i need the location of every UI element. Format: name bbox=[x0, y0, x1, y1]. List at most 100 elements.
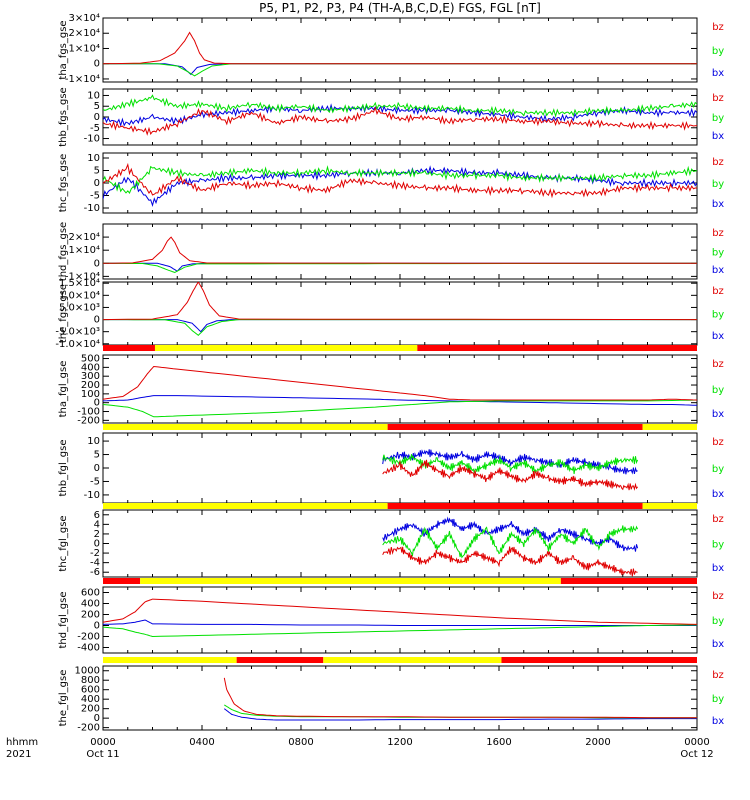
y-tick-label: 200 bbox=[81, 610, 100, 621]
series-line-bz bbox=[382, 459, 639, 491]
y-axis-label: the_fgs_gse bbox=[58, 284, 69, 343]
y-tick-label: -200 bbox=[77, 415, 100, 426]
series-line-bz bbox=[382, 546, 638, 577]
y-tick-label: -2 bbox=[90, 548, 100, 559]
y-tick-label: 300 bbox=[81, 371, 100, 382]
series-line-bz bbox=[103, 31, 697, 65]
series-line-by bbox=[103, 165, 697, 194]
status-bar-3 bbox=[103, 578, 697, 584]
y-tick-label: 0 bbox=[94, 621, 100, 632]
status-segment-bad bbox=[103, 578, 141, 584]
series-line-bz bbox=[103, 282, 697, 321]
y-tick-label: -1×10⁴ bbox=[65, 271, 100, 282]
y-tick-label: 2 bbox=[94, 529, 100, 540]
y-tick-label: -1.0×10⁴ bbox=[55, 339, 100, 350]
chart-title: P5, P1, P2, P3, P4 (TH-A,B,C,D,E) FGS, F… bbox=[259, 1, 541, 15]
y-tick-label: -4 bbox=[90, 558, 100, 569]
y-tick-label: 10 bbox=[87, 153, 100, 164]
status-segment-good bbox=[103, 657, 237, 663]
y-axis-label: the_fgl_gse bbox=[58, 670, 69, 727]
y-tick-label: 5.0×10³ bbox=[59, 302, 100, 313]
y-tick-label: -6 bbox=[90, 567, 100, 578]
legend-bz: bz bbox=[712, 228, 724, 239]
y-tick-label: 10 bbox=[87, 436, 100, 447]
legend-bz: bz bbox=[712, 437, 724, 448]
series-line-by bbox=[382, 525, 639, 559]
legend-bz: bz bbox=[712, 22, 724, 33]
status-segment-good bbox=[642, 424, 697, 430]
y-tick-label: -5 bbox=[90, 191, 100, 202]
x-tick-label: 0800 bbox=[288, 737, 313, 748]
y-tick-label: 4 bbox=[94, 519, 100, 530]
legend-bz: bz bbox=[712, 359, 724, 370]
series-line-bx bbox=[103, 63, 697, 76]
legend-by: by bbox=[712, 179, 724, 190]
y-tick-label: 0 bbox=[94, 178, 100, 189]
legend-by: by bbox=[712, 464, 724, 475]
legend-by: by bbox=[712, 248, 724, 259]
y-tick-label: 0 bbox=[94, 112, 100, 123]
legend-bz: bz bbox=[712, 93, 724, 104]
x-date-label: Oct 12 bbox=[680, 749, 713, 760]
legend-by: by bbox=[712, 694, 724, 705]
y-tick-label: 6 bbox=[94, 510, 100, 521]
series-line-bx bbox=[103, 262, 697, 272]
y-tick-label: 3×10⁴ bbox=[69, 13, 100, 24]
status-segment-good bbox=[642, 503, 697, 509]
legend-by: by bbox=[712, 113, 724, 124]
series-line-bz bbox=[103, 598, 697, 625]
y-tick-label: 0 bbox=[94, 539, 100, 550]
y-tick-label: 400 bbox=[81, 362, 100, 373]
y-tick-label: -200 bbox=[77, 723, 100, 734]
y-axis-label: thd_fgl_gse bbox=[58, 592, 69, 649]
panel-frame bbox=[102, 281, 698, 346]
status-bar-1 bbox=[103, 424, 697, 430]
legend-by: by bbox=[712, 540, 724, 551]
legend-bz: bz bbox=[712, 157, 724, 168]
legend-by: by bbox=[712, 46, 724, 57]
y-tick-label: 1.5×10⁴ bbox=[59, 278, 100, 289]
x-tick-label: 1600 bbox=[486, 737, 511, 748]
legend-bz: bz bbox=[712, 514, 724, 525]
y-tick-label: 10 bbox=[87, 90, 100, 101]
legend-bx: bx bbox=[712, 639, 724, 650]
status-segment-good bbox=[103, 424, 388, 430]
status-bars-group bbox=[103, 345, 697, 663]
series-line-by bbox=[103, 399, 697, 418]
series-line-bz bbox=[103, 365, 697, 401]
legend-bz: bz bbox=[712, 286, 724, 297]
y-tick-label: -100 bbox=[77, 407, 100, 418]
series-line-by bbox=[382, 454, 639, 474]
y-axis-label: thb_fgs_gse bbox=[58, 87, 69, 146]
panel-frame bbox=[102, 586, 698, 654]
y-tick-label: 0 bbox=[94, 713, 100, 724]
series-line-bz bbox=[103, 162, 697, 199]
legend-bx: bx bbox=[712, 265, 724, 276]
y-tick-label: 600 bbox=[81, 588, 100, 599]
legend-by: by bbox=[712, 616, 724, 627]
status-segment-good bbox=[154, 345, 418, 351]
legend-bx: bx bbox=[712, 68, 724, 79]
y-tick-label: 0 bbox=[94, 315, 100, 326]
legend-bx: bx bbox=[712, 131, 724, 142]
status-bar-2 bbox=[103, 503, 697, 509]
legend-bz: bz bbox=[712, 591, 724, 602]
legend-bx: bx bbox=[712, 409, 724, 420]
panel-thc_fgs_gse: -10-5 05 10 thc_fgs_gse bz by bx bbox=[58, 152, 724, 214]
x-tick-label: 2000 bbox=[585, 737, 610, 748]
status-segment-bad bbox=[236, 657, 324, 663]
y-tick-label: 0 bbox=[94, 463, 100, 474]
y-tick-label: -1×10⁴ bbox=[65, 74, 100, 85]
series-line-bx bbox=[103, 165, 697, 208]
series-line-by bbox=[103, 63, 697, 77]
y-tick-label: 500 bbox=[81, 354, 100, 365]
series-line-bx bbox=[382, 449, 638, 475]
legend-by: by bbox=[712, 385, 724, 396]
series-line-bx bbox=[103, 319, 697, 333]
status-segment-good bbox=[103, 503, 388, 509]
